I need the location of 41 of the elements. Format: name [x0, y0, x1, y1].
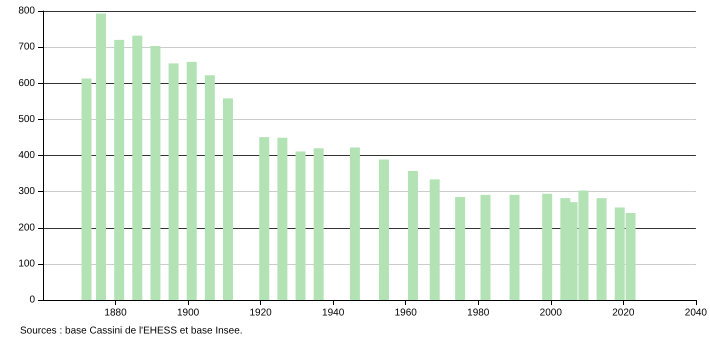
bar [259, 137, 270, 300]
bar [350, 148, 360, 300]
bar [222, 98, 233, 300]
x-tick-label: 2000 [540, 308, 562, 318]
x-tick-label: 1880 [104, 308, 128, 318]
bar [82, 78, 92, 300]
bar [430, 179, 440, 300]
y-tick-label: 200 [18, 222, 36, 234]
y-tick-label: 0 [29, 294, 36, 306]
bar [96, 14, 106, 300]
bar [378, 159, 389, 300]
bar [204, 75, 215, 300]
y-tick-label: 300 [18, 186, 36, 198]
y-tick-label: 100 [18, 258, 36, 270]
y-tick-label: 500 [18, 114, 36, 125]
x-tick-label: 1980 [467, 308, 490, 318]
bar [314, 148, 324, 300]
bar [510, 194, 520, 300]
x-tick-label: 2020 [612, 308, 635, 318]
bar [132, 36, 142, 300]
x-tick-label: 1940 [322, 308, 345, 318]
x-tick-label: 2040 [684, 308, 708, 318]
x-tick-label: 1960 [394, 308, 418, 318]
x-tick-label: 1900 [176, 308, 200, 318]
bar [150, 46, 160, 300]
bar [408, 171, 418, 300]
bar [455, 197, 466, 300]
bar [480, 194, 491, 300]
bar [277, 138, 288, 300]
x-tick-label: 1920 [250, 308, 272, 318]
source-note: Sources : base Cassini de l'EHESS et base Insee. [20, 326, 243, 336]
bar [542, 194, 552, 300]
bar [596, 198, 607, 300]
y-tick-label: 400 [18, 150, 36, 161]
bar [168, 63, 179, 300]
bar [186, 62, 197, 300]
y-tick-label: 700 [18, 42, 36, 53]
y-tick-label: 600 [18, 78, 36, 89]
bar [296, 152, 306, 300]
y-tick-label: 800 [18, 6, 36, 16]
bar [114, 40, 124, 300]
